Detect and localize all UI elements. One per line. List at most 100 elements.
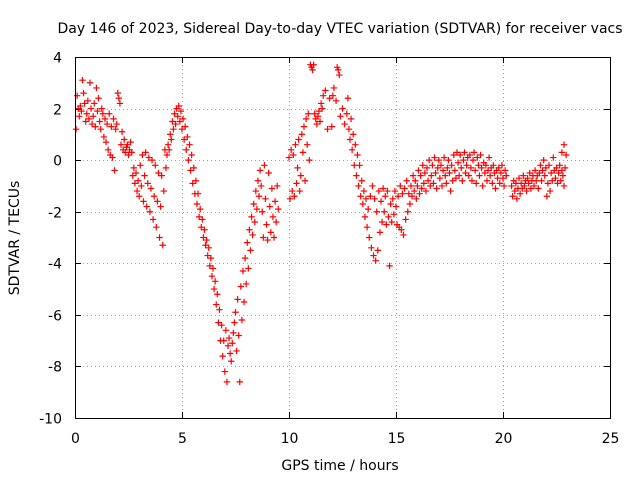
data-point <box>81 100 88 107</box>
data-point <box>541 172 548 179</box>
data-point <box>378 218 386 226</box>
data-point <box>115 95 123 102</box>
data-point <box>248 213 255 221</box>
data-point <box>420 180 428 187</box>
data-point <box>299 149 307 156</box>
data-point <box>149 216 157 223</box>
data-point <box>404 208 411 215</box>
data-point <box>298 131 306 138</box>
x-tick-label: 10 <box>281 431 299 447</box>
data-point <box>274 182 281 190</box>
data-point <box>460 156 467 164</box>
data-point <box>249 231 256 239</box>
data-point <box>558 167 566 174</box>
data-point <box>374 247 382 254</box>
data-point <box>556 162 563 169</box>
data-point <box>354 151 361 159</box>
data-point <box>535 185 542 192</box>
data-point <box>162 164 170 172</box>
y-tick-label: -4 <box>48 257 62 273</box>
data-point <box>179 115 187 123</box>
data-point <box>433 185 440 192</box>
data-point <box>421 169 429 177</box>
data-point <box>513 195 521 203</box>
data-point <box>355 182 362 190</box>
data-point <box>240 298 248 306</box>
data-point <box>176 118 184 125</box>
data-point <box>73 92 81 99</box>
data-point <box>459 177 466 184</box>
data-point <box>343 110 350 117</box>
data-point <box>163 151 171 159</box>
data-point <box>422 187 430 195</box>
data-point <box>555 169 562 177</box>
data-point <box>184 133 191 141</box>
data-point <box>122 149 129 156</box>
data-point <box>244 239 251 246</box>
data-point <box>114 89 121 97</box>
data-point <box>259 208 266 215</box>
y-tick-label: 2 <box>53 103 62 119</box>
data-point <box>467 164 475 172</box>
data-point <box>211 278 219 285</box>
data-point <box>384 187 391 195</box>
data-point <box>508 182 515 190</box>
data-point <box>360 187 368 195</box>
data-point <box>254 177 262 184</box>
data-point <box>228 358 235 365</box>
data-point <box>351 162 358 169</box>
data-point <box>359 200 367 208</box>
y-tick-label: -2 <box>48 206 62 222</box>
data-point <box>320 92 327 99</box>
data-point <box>560 182 568 190</box>
x-tick-label: 0 <box>71 431 80 447</box>
data-point <box>474 154 481 161</box>
data-point <box>303 141 311 148</box>
data-point <box>388 218 395 226</box>
data-point <box>121 136 128 143</box>
data-point <box>289 187 296 195</box>
data-point <box>373 208 380 215</box>
data-point <box>383 221 390 228</box>
data-point <box>128 149 135 156</box>
data-point <box>348 146 356 154</box>
data-point <box>328 123 335 130</box>
data-point <box>159 242 166 249</box>
data-point <box>193 200 201 208</box>
data-point <box>296 187 303 195</box>
data-point <box>262 195 269 203</box>
data-point <box>300 123 308 130</box>
data-point <box>95 95 102 102</box>
data-point <box>521 182 528 190</box>
data-point <box>186 141 193 148</box>
data-point <box>341 120 348 128</box>
data-point <box>260 234 267 241</box>
data-point <box>485 154 493 161</box>
data-point <box>130 164 138 172</box>
data-point <box>428 172 435 179</box>
data-point <box>294 164 301 172</box>
data-point <box>439 167 447 174</box>
data-point <box>416 190 423 197</box>
data-point <box>549 177 556 184</box>
data-point <box>465 172 472 179</box>
data-point <box>198 223 205 231</box>
data-point <box>232 309 239 316</box>
data-point <box>314 113 322 120</box>
data-point <box>418 185 425 192</box>
data-point <box>138 182 145 190</box>
data-point <box>560 141 568 148</box>
data-point <box>410 187 418 195</box>
data-point <box>226 350 234 357</box>
data-point <box>215 319 222 326</box>
data-point <box>517 180 525 187</box>
data-point <box>545 162 553 169</box>
data-point <box>301 177 309 184</box>
data-point <box>364 205 372 213</box>
data-point <box>311 110 318 117</box>
data-point <box>134 177 142 184</box>
data-point <box>403 177 410 184</box>
data-point <box>394 193 402 200</box>
data-point <box>554 180 561 187</box>
data-point <box>318 105 326 112</box>
